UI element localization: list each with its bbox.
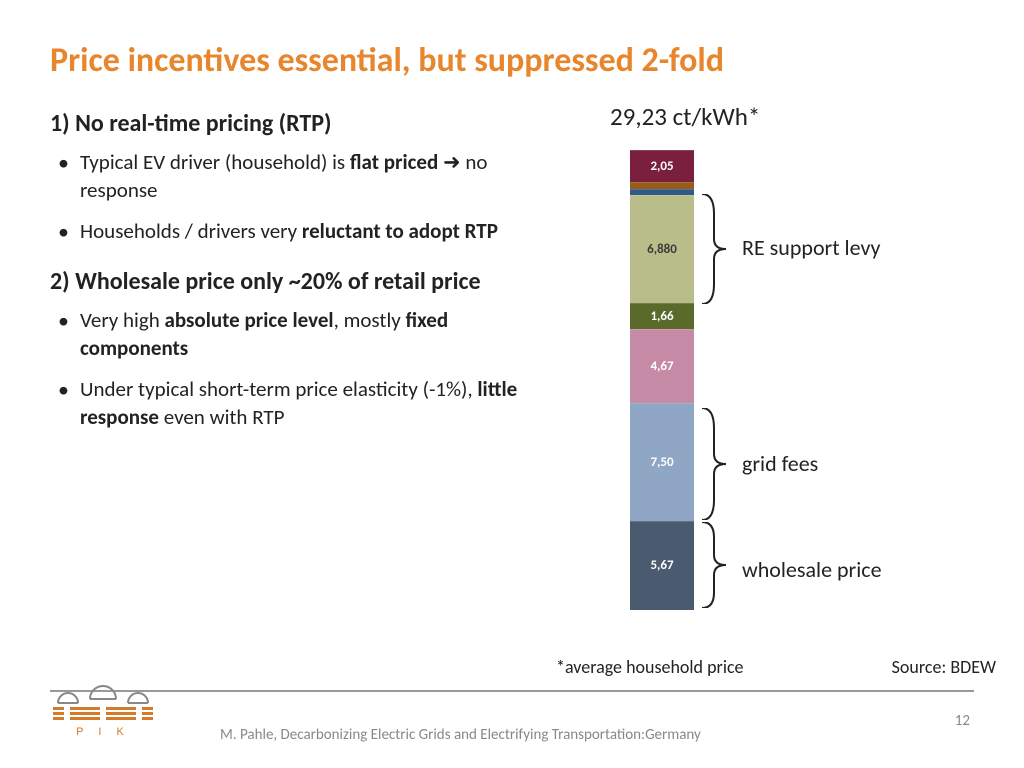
chart-annotation: grid fees xyxy=(742,450,818,477)
bar-segment: 2,05 xyxy=(630,150,694,182)
page-number: 12 xyxy=(955,712,970,730)
slide: Price incentives essential, but suppress… xyxy=(0,0,1024,768)
bullet-item: Typical EV driver (household) is flat pr… xyxy=(80,148,530,205)
bullet-item: Very high absolute price level, mostly f… xyxy=(80,306,530,363)
footer-divider xyxy=(50,690,974,692)
footer-text: M. Pahle, Decarbonizing Electric Grids a… xyxy=(220,726,720,744)
chart-area: 2,05 6,8801,664,677,505,67 RE support lev… xyxy=(560,150,960,620)
section1-bullets: Typical EV driver (household) is flat pr… xyxy=(50,148,530,245)
chart-annotation: RE support levy xyxy=(742,234,880,261)
stacked-bar: 2,05 6,8801,664,677,505,67 xyxy=(630,150,694,610)
bar-segment: 1,66 xyxy=(630,303,694,329)
bullet-item: Under typical short-term price elasticit… xyxy=(80,375,530,432)
footnote-left: *average household price xyxy=(556,656,744,678)
brace-icon xyxy=(700,522,730,608)
bar-segment xyxy=(630,182,694,189)
bar-segment: 5,67 xyxy=(630,521,694,610)
section2-heading: 2) Wholesale price only ~20% of retail p… xyxy=(50,267,530,296)
chart-annotation: wholesale price xyxy=(742,556,882,583)
bar-segment: 7,50 xyxy=(630,403,694,521)
bar-segment: 4,67 xyxy=(630,329,694,402)
svg-text:P I K: P I K xyxy=(76,726,130,738)
chart-footnotes: *average household price Source: BDEW xyxy=(556,656,996,678)
section1-heading: 1) No real-time pricing (RTP) xyxy=(50,109,530,138)
left-column: 1) No real-time pricing (RTP) Typical EV… xyxy=(50,101,530,620)
section2-bullets: Very high absolute price level, mostly f… xyxy=(50,306,530,431)
slide-title: Price incentives essential, but suppress… xyxy=(50,40,974,81)
brace-icon xyxy=(700,408,730,520)
footer: P I K M. Pahle, Decarbonizing Electric G… xyxy=(50,690,974,750)
pik-logo: P I K xyxy=(48,685,158,740)
bullet-item: Households / drivers very reluctant to a… xyxy=(80,217,530,245)
footnote-right: Source: BDEW xyxy=(892,656,996,678)
chart-title: 29,23 ct/kWh* xyxy=(610,101,960,132)
right-column: 29,23 ct/kWh* 2,05 6,8801,664,677,505,67 … xyxy=(560,101,960,620)
bar-segment: 6,880 xyxy=(630,195,694,303)
brace-icon xyxy=(700,194,730,304)
content-row: 1) No real-time pricing (RTP) Typical EV… xyxy=(50,101,974,620)
